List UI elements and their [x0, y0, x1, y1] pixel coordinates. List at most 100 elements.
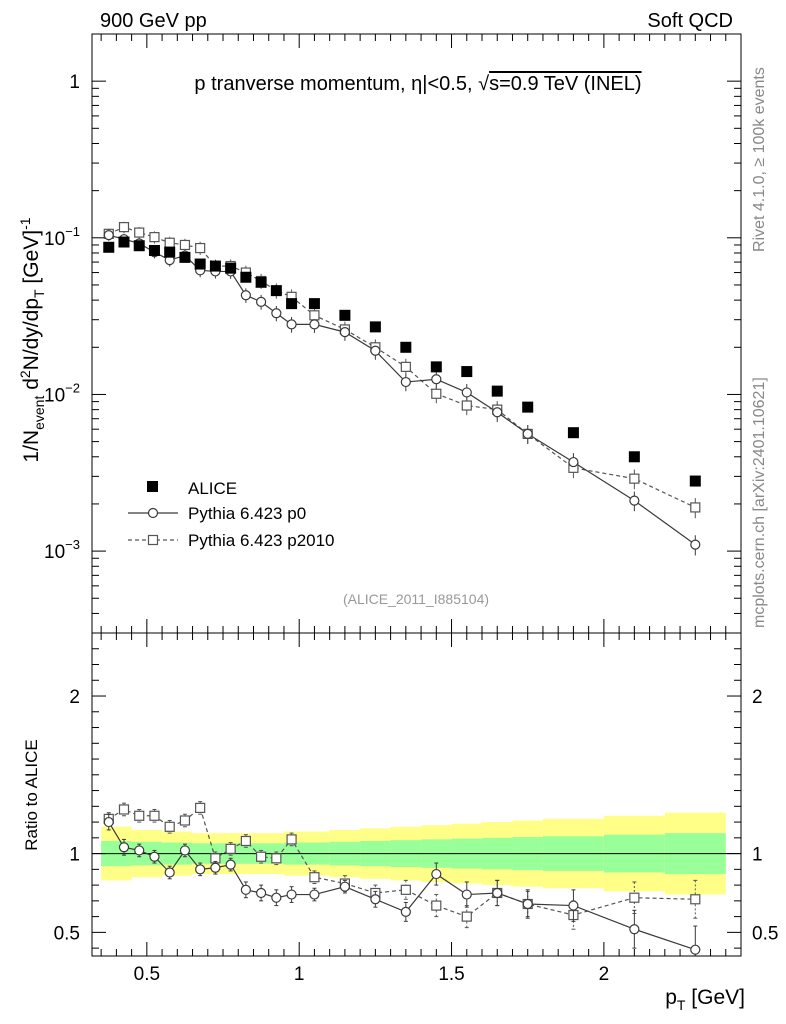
marker-alice — [148, 244, 160, 256]
marker-p2010 — [400, 361, 411, 372]
marker-p0 — [256, 296, 267, 307]
marker-alice — [339, 309, 351, 321]
ratio-marker-p2010 — [461, 911, 472, 922]
main-y-tick-label: 10−2 — [44, 380, 80, 406]
marker-alice — [209, 260, 221, 272]
ratio-marker-p2010 — [118, 804, 130, 815]
marker-p2010 — [164, 237, 175, 248]
marker-p0 — [461, 387, 472, 398]
marker-p0 — [568, 456, 579, 468]
ratio-y-tick-label-right: 1 — [752, 845, 763, 866]
main-y-label: 1/Nevent d2N/dy/dpT [GeV]-1 — [17, 217, 47, 462]
marker-alice — [179, 251, 191, 263]
marker-p2010 — [195, 242, 206, 254]
marker-alice — [118, 236, 130, 248]
main-y-tick-label: 1 — [69, 72, 80, 93]
ratio-marker-p2010 — [256, 851, 267, 862]
series-line-p0 — [108, 234, 696, 546]
legend-label-p0: Pythia 6.423 p0 — [188, 504, 306, 523]
marker-alice — [461, 366, 473, 378]
marker-alice — [240, 271, 252, 283]
ratio-marker-p0 — [134, 845, 145, 856]
marker-p0 — [492, 407, 503, 418]
main-plot-title: p tranverse momentum, η|<0.5, √s=0.9 TeV… — [194, 73, 641, 95]
ratio-marker-p0 — [492, 887, 503, 899]
x-tick-label: 2 — [599, 964, 610, 985]
ratio-marker-p0 — [309, 889, 320, 900]
ratio-marker-p0 — [164, 867, 175, 878]
ratio-marker-p2010 — [225, 843, 236, 854]
ratio-marker-p2010 — [164, 821, 175, 832]
ratio-marker-p0 — [195, 864, 206, 875]
marker-alice — [164, 246, 176, 258]
ratio-marker-p0 — [522, 898, 533, 910]
marker-alice — [628, 451, 640, 463]
legend-marker-alice — [147, 481, 158, 492]
ratio-marker-p0 — [286, 889, 297, 900]
ratio-marker-p0 — [118, 842, 130, 853]
ratio-marker-p0 — [103, 816, 114, 828]
ratio-marker-p2010 — [431, 900, 442, 911]
ratio-plot-frame — [91, 632, 742, 957]
side-text-bottom: mcplots.cern.ch [arXiv:2401.10621] — [751, 377, 768, 628]
marker-p0 — [339, 327, 350, 338]
marker-p2010 — [690, 502, 701, 513]
marker-p2010 — [461, 400, 472, 411]
marker-p2010 — [179, 239, 191, 251]
marker-p0 — [103, 230, 114, 241]
ratio-y-tick-label: 2 — [69, 687, 80, 708]
x-tick-label: 0.5 — [134, 964, 160, 985]
ratio-marker-p0 — [210, 862, 221, 873]
marker-p0 — [400, 376, 411, 388]
marker-p2010 — [309, 310, 320, 321]
legend-label-p2010: Pythia 6.423 p2010 — [188, 531, 335, 550]
marker-alice — [369, 321, 381, 333]
ratio-marker-p0 — [370, 894, 381, 905]
x-axis-label: pT [GeV] — [665, 986, 745, 1013]
x-tick-label: 1 — [294, 964, 305, 985]
legend-marker-p0 — [147, 507, 159, 519]
marker-alice — [308, 298, 320, 310]
ratio-marker-p0 — [461, 889, 472, 900]
ratio-marker-p2010 — [240, 835, 251, 847]
marker-p0 — [286, 319, 297, 330]
marker-alice — [270, 285, 282, 297]
ratio-marker-p0 — [256, 887, 267, 899]
analysis-id: (ALICE_2011_I885104) — [343, 591, 489, 607]
ratio-marker-p2010 — [271, 853, 282, 864]
marker-p0 — [431, 374, 442, 385]
ratio-marker-p2010 — [690, 894, 701, 905]
marker-alice — [689, 475, 701, 487]
marker-alice — [491, 385, 503, 397]
marker-p2010 — [431, 388, 442, 399]
ratio-marker-p0 — [339, 881, 350, 892]
marker-alice — [103, 241, 115, 253]
marker-p0 — [690, 539, 701, 550]
ratio-marker-p0 — [629, 924, 640, 935]
ratio-y-tick-label-right: 2 — [752, 687, 763, 708]
ratio-marker-p0 — [149, 851, 160, 862]
main-y-tick-label: 10−3 — [44, 537, 80, 563]
ratio-marker-p0 — [568, 900, 579, 911]
marker-p0 — [309, 319, 320, 330]
legend-marker-p2010 — [147, 534, 159, 546]
ratio-marker-p0 — [271, 892, 282, 903]
x-tick-label: 1.5 — [438, 964, 464, 985]
ratio-y-tick-label-right: 0.5 — [752, 923, 778, 944]
marker-alice — [522, 401, 534, 413]
marker-alice — [286, 298, 298, 310]
ratio-marker-p0 — [240, 884, 251, 895]
ratio-y-tick-label: 0.5 — [54, 923, 80, 944]
marker-alice — [400, 341, 412, 353]
ratio-marker-p2010 — [179, 815, 191, 826]
header-right: Soft QCD — [647, 10, 733, 32]
ratio-marker-p2010 — [629, 892, 640, 903]
marker-alice — [133, 240, 145, 252]
marker-p0 — [370, 345, 381, 356]
main-plot-marks: 1 10−1 10−2 10−3 — [44, 33, 742, 634]
legend: ALICE Pythia 6.423 p0 Pythia 6.423 p2010 — [128, 479, 335, 550]
ratio-marker-p2010 — [309, 872, 320, 883]
side-text-top: Rivet 4.1.0, ≥ 100k events — [751, 67, 768, 252]
ratio-plot-marks: 0.5 0.5 1 1 2 2 0.5 1 1.5 2 — [54, 632, 778, 985]
